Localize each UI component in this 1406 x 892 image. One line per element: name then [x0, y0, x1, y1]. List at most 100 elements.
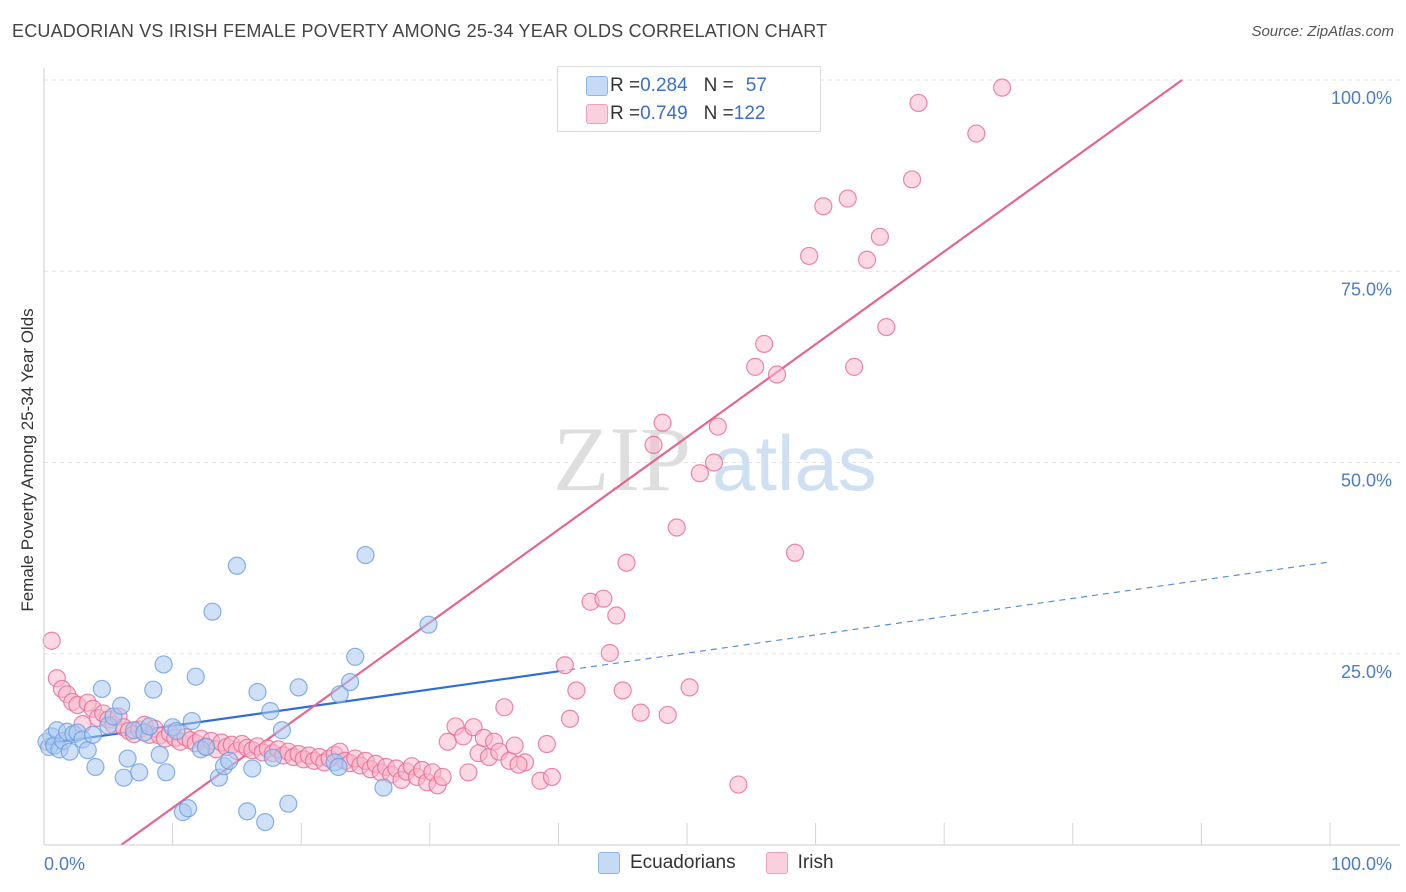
- correlation-legend: R = 0.284 N = 57 R = 0.749 N = 122: [557, 66, 821, 132]
- irish-point: [438, 732, 457, 751]
- irish-point: [909, 93, 928, 113]
- irish-point: [607, 606, 626, 625]
- irish-point: [667, 518, 686, 537]
- ecuadorian-point: [346, 647, 365, 666]
- irish-point: [767, 365, 787, 384]
- irish-point: [680, 678, 699, 697]
- ecuadorian-point: [289, 678, 308, 697]
- ecuadorian-point: [419, 615, 438, 634]
- ecuadorian-point: [279, 794, 298, 813]
- ecuadorian-point: [243, 759, 262, 778]
- irish-point: [631, 703, 650, 722]
- irish-point: [992, 78, 1012, 97]
- gridlines: [44, 79, 1400, 655]
- irish-point: [537, 734, 556, 754]
- irish-point: [658, 705, 677, 725]
- irish-point: [708, 417, 727, 436]
- ecuadorian-point: [196, 737, 216, 757]
- legend-n-label: N =: [703, 75, 734, 96]
- tick-labels: 25.0% 50.0% 75.0% 100.0% 0.0% 100.0%: [44, 88, 1392, 874]
- y-tick-label: 75.0%: [1341, 279, 1392, 299]
- ecuadorian-point: [86, 757, 105, 777]
- ecuadorian-point: [144, 680, 163, 699]
- ecuadorian-point: [114, 768, 133, 787]
- ecuadorian-point: [167, 721, 186, 741]
- series-swatch-ecuadorians: [598, 852, 620, 874]
- ecuadorian-point: [329, 757, 348, 777]
- y-axis-label: Female Poverty Among 25-34 Year Olds: [18, 308, 37, 612]
- ecuadorian-point: [150, 745, 169, 764]
- legend-r-value: 0.749: [640, 103, 688, 124]
- irish-point: [704, 453, 724, 472]
- irish-point: [567, 681, 586, 700]
- irish-point: [594, 589, 613, 608]
- irish-point: [617, 553, 636, 572]
- chart-source: Source: ZipAtlas.com: [1251, 23, 1394, 40]
- series-legend: Ecuadorians Irish: [598, 852, 864, 874]
- irish-point: [42, 631, 61, 650]
- ecuadorian-point: [182, 711, 201, 731]
- ecuadorian-point: [78, 741, 97, 760]
- ecuadorian-point: [227, 556, 246, 575]
- irish-point: [542, 767, 562, 787]
- irish-point: [555, 656, 574, 675]
- ecuadorian-point: [118, 749, 137, 768]
- irish-point: [877, 317, 896, 337]
- x-tick-label: 100.0%: [1331, 854, 1392, 874]
- ecuadorian-point: [330, 685, 349, 704]
- legend-swatch-irish: [586, 104, 608, 124]
- ecuadorian-point: [374, 778, 393, 797]
- irish-trend-line: [120, 79, 1183, 846]
- legend-row-irish: R = 0.749 N = 122: [586, 101, 766, 127]
- legend-r-label: R =: [610, 103, 641, 124]
- legend-swatch-ecuadorians: [586, 76, 608, 96]
- ecuadorian-trend-extension: [558, 561, 1331, 672]
- irish-point: [967, 124, 986, 143]
- series-legend-ecuadorians: Ecuadorians: [598, 852, 736, 874]
- legend-n-value: 57: [745, 75, 767, 96]
- ecuadorian-point: [83, 725, 102, 744]
- ecuadorian-points: [37, 545, 438, 832]
- ecuadorian-point: [203, 602, 222, 621]
- irish-point: [870, 227, 890, 246]
- irish-point: [902, 170, 922, 189]
- axes: [43, 68, 1400, 846]
- irish-point: [690, 464, 709, 483]
- irish-point: [644, 435, 663, 455]
- ecuadorian-point: [178, 799, 198, 818]
- ecuadorian-point: [248, 682, 267, 702]
- irish-point: [800, 246, 819, 266]
- ecuadorian-point: [220, 751, 239, 770]
- ecuadorian-point: [92, 679, 111, 699]
- y-tick-label: 25.0%: [1341, 662, 1392, 682]
- ecuadorian-point: [157, 763, 176, 782]
- series-legend-label: Ecuadorians: [630, 852, 736, 873]
- ecuadorian-point: [154, 655, 173, 674]
- irish-point: [746, 357, 765, 376]
- series-legend-label: Irish: [797, 852, 834, 873]
- irish-point: [509, 755, 528, 774]
- ecuadorian-point: [356, 545, 375, 565]
- irish-point: [433, 767, 452, 787]
- series-swatch-irish: [765, 852, 788, 874]
- ecuadorian-point: [263, 748, 283, 767]
- ecuadorian-point: [112, 696, 131, 715]
- legend-n-label: N =: [703, 103, 734, 124]
- legend-row-ecuadorians: R = 0.284 N = 57: [586, 73, 767, 99]
- ecuadorian-point: [186, 667, 205, 686]
- irish-point: [613, 681, 632, 700]
- irish-point: [560, 709, 580, 728]
- y-tick-label: 50.0%: [1341, 471, 1392, 491]
- chart-title: ECUADORIAN VS IRISH FEMALE POVERTY AMONG…: [12, 21, 828, 41]
- ecuadorian-point: [340, 672, 360, 692]
- irish-point: [495, 698, 514, 717]
- ecuadorian-point: [60, 742, 79, 761]
- ecuadorian-point: [238, 802, 257, 821]
- ecuadorian-point: [261, 702, 280, 721]
- irish-point: [459, 763, 478, 782]
- y-tick-label: 100.0%: [1331, 88, 1392, 108]
- legend-r-label: R =: [610, 75, 641, 96]
- legend-n-value: 122: [733, 103, 766, 124]
